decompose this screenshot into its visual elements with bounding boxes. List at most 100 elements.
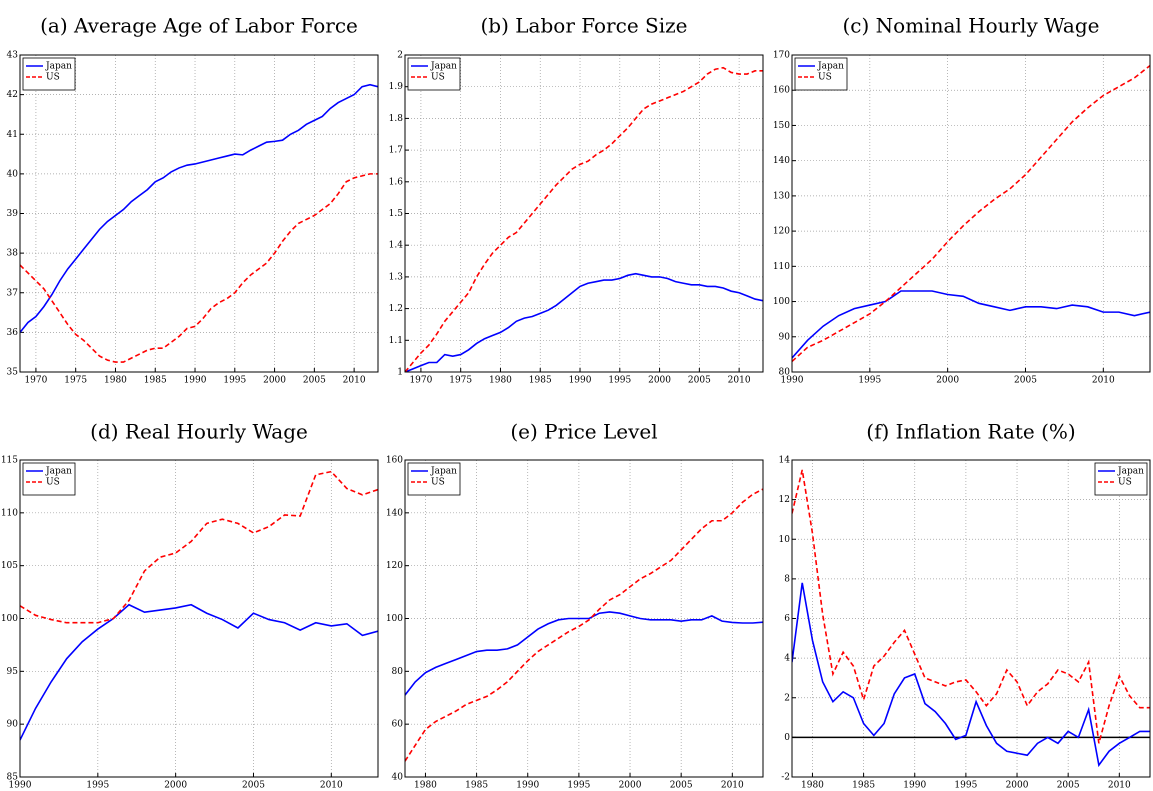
y-tick-label: 1 xyxy=(397,368,403,378)
x-tick-label: 2010 xyxy=(320,781,343,791)
y-tick-label: 120 xyxy=(773,227,790,237)
y-tick-label: 105 xyxy=(1,561,18,571)
y-tick-label: 100 xyxy=(773,297,790,307)
series-line xyxy=(405,272,763,372)
y-tick-label: 170 xyxy=(773,51,790,61)
x-tick-label: 1980 xyxy=(489,376,512,386)
y-tick-label: 37 xyxy=(7,288,19,298)
legend-box xyxy=(407,57,461,91)
legend-label: US xyxy=(46,73,60,83)
x-tick-label: 1990 xyxy=(9,781,32,791)
x-tick-label: 1990 xyxy=(903,781,926,791)
x-tick-label: 1985 xyxy=(144,376,167,386)
plot-frame xyxy=(791,459,1151,778)
legend-box xyxy=(22,462,76,496)
legend-label: US xyxy=(46,478,60,488)
y-tick-label: 160 xyxy=(773,86,790,96)
x-tick-label: 1975 xyxy=(64,376,87,386)
series-line xyxy=(20,603,378,741)
series-line xyxy=(405,488,763,762)
y-tick-label: 40 xyxy=(7,169,19,179)
x-tick-label: 1990 xyxy=(516,781,539,791)
y-tick-label: 100 xyxy=(1,614,18,624)
legend-label: Japan xyxy=(430,467,457,477)
plot-frame xyxy=(19,459,379,778)
y-tick-label: 110 xyxy=(773,262,790,272)
y-tick-label: 85 xyxy=(7,773,19,783)
x-tick-label: 1980 xyxy=(801,781,824,791)
y-tick-label: -2 xyxy=(781,773,790,783)
x-tick-label: 1970 xyxy=(409,376,432,386)
x-tick-label: 1985 xyxy=(465,781,488,791)
x-tick-label: 2005 xyxy=(688,376,711,386)
y-tick-label: 1.8 xyxy=(389,114,404,124)
y-tick-label: 1.3 xyxy=(389,272,404,282)
x-tick-label: 2000 xyxy=(648,376,671,386)
y-tick-label: 1.2 xyxy=(389,304,403,314)
legend-label: Japan xyxy=(817,62,844,72)
y-tick-label: 39 xyxy=(7,209,19,219)
x-tick-label: 2000 xyxy=(263,376,286,386)
x-tick-label: 2010 xyxy=(343,376,366,386)
y-tick-label: 160 xyxy=(386,456,403,466)
plot-frame xyxy=(404,54,764,373)
chart-title: (a) Average Age of Labor Force xyxy=(40,14,358,38)
legend-label: US xyxy=(431,73,445,83)
legend-label: US xyxy=(818,73,832,83)
series-line xyxy=(405,66,763,372)
x-tick-label: 1995 xyxy=(567,781,590,791)
series-line xyxy=(792,290,1150,359)
y-tick-label: 1.1 xyxy=(389,336,403,346)
legend-box xyxy=(794,57,848,91)
y-tick-label: 43 xyxy=(7,51,19,61)
x-tick-label: 2010 xyxy=(721,781,744,791)
plot-frame xyxy=(19,54,379,373)
legend-box xyxy=(407,462,461,496)
y-tick-label: 1.9 xyxy=(389,82,404,92)
plot-frame xyxy=(791,54,1151,373)
chart-title: (b) Labor Force Size xyxy=(481,14,688,38)
series-line xyxy=(792,582,1150,768)
y-tick-label: 140 xyxy=(386,508,403,518)
x-tick-label: 2000 xyxy=(1006,781,1029,791)
legend-label: Japan xyxy=(45,467,72,477)
legend-box xyxy=(1094,462,1148,496)
x-tick-label: 1990 xyxy=(569,376,592,386)
series-line xyxy=(792,469,1150,744)
chart-title: (d) Real Hourly Wage xyxy=(90,420,308,444)
y-tick-label: 1.5 xyxy=(389,209,404,219)
x-tick-label: 2000 xyxy=(164,781,187,791)
y-tick-label: 80 xyxy=(392,667,404,677)
x-tick-label: 2010 xyxy=(728,376,751,386)
y-tick-label: 36 xyxy=(7,328,19,338)
x-tick-label: 1990 xyxy=(781,376,804,386)
series-line xyxy=(20,173,378,363)
y-tick-label: 12 xyxy=(779,495,790,505)
y-tick-label: 1.4 xyxy=(389,241,404,251)
y-tick-label: 6 xyxy=(784,614,790,624)
y-tick-label: 95 xyxy=(7,667,19,677)
series-line xyxy=(792,64,1150,363)
y-tick-label: 115 xyxy=(1,456,18,466)
y-tick-label: 90 xyxy=(779,332,791,342)
y-tick-label: 10 xyxy=(779,535,791,545)
series-line xyxy=(20,83,378,333)
y-tick-label: 4 xyxy=(784,654,790,664)
x-tick-label: 1970 xyxy=(24,376,47,386)
x-tick-label: 2005 xyxy=(1057,781,1080,791)
y-tick-label: 120 xyxy=(386,561,403,571)
y-tick-label: 90 xyxy=(7,720,19,730)
y-tick-label: 130 xyxy=(773,191,790,201)
x-tick-label: 2005 xyxy=(670,781,693,791)
y-tick-label: 80 xyxy=(779,368,791,378)
x-tick-label: 2010 xyxy=(1108,781,1131,791)
x-tick-label: 1995 xyxy=(608,376,631,386)
chart-title: (f) Inflation Rate (%) xyxy=(866,420,1075,444)
y-tick-label: 2 xyxy=(784,693,790,703)
x-tick-label: 2005 xyxy=(242,781,265,791)
chart-title: (e) Price Level xyxy=(510,420,657,444)
y-tick-label: 40 xyxy=(392,773,404,783)
plot-frame xyxy=(404,459,764,778)
